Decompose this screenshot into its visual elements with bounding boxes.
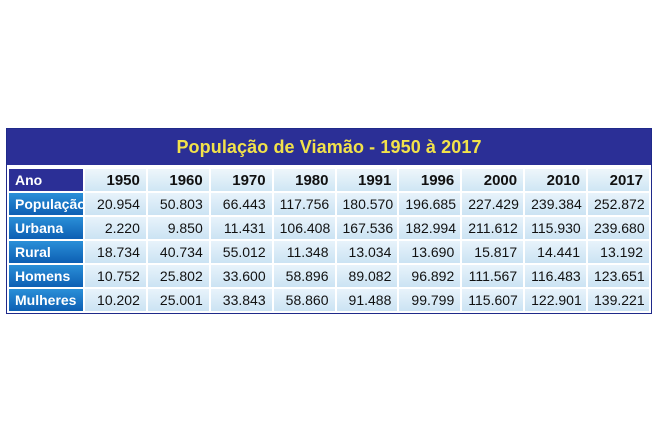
table-cell: 91.488 <box>336 289 398 311</box>
table-cell: 13.192 <box>588 241 649 263</box>
table-cell: 25.802 <box>147 265 209 287</box>
table-cell: 18.734 <box>85 241 146 263</box>
year-header: 1996 <box>399 169 461 191</box>
table-cell: 55.012 <box>210 241 272 263</box>
table-cell: 25.001 <box>147 289 209 311</box>
table-cell: 13.690 <box>399 241 461 263</box>
table-cell: 123.651 <box>588 265 649 287</box>
year-header: 2000 <box>462 169 524 191</box>
table-cell: 9.850 <box>147 217 209 239</box>
table-cell: 117.756 <box>273 193 335 215</box>
table-cell: 227.429 <box>462 193 524 215</box>
table-cell: 10.202 <box>85 289 146 311</box>
table-row: Urbana 2.220 9.850 11.431 106.408 167.53… <box>9 217 649 239</box>
row-label: Rural <box>9 241 83 263</box>
table-title: População de Viamão - 1950 à 2017 <box>176 136 482 157</box>
header-label: Ano <box>9 169 83 191</box>
table-cell: 239.680 <box>588 217 649 239</box>
row-label: População <box>9 193 86 215</box>
table-cell: 11.431 <box>210 217 272 239</box>
table-cell: 58.896 <box>273 265 335 287</box>
table-cell: 252.872 <box>588 193 649 215</box>
table-title-bar: População de Viamão - 1950 à 2017 <box>7 129 651 165</box>
table-row: Mulheres 10.202 25.001 33.843 58.860 91.… <box>9 289 649 311</box>
table-cell: 50.803 <box>147 193 209 215</box>
year-header: 1950 <box>85 169 146 191</box>
table-cell: 58.860 <box>273 289 335 311</box>
table-cell: 99.799 <box>399 289 461 311</box>
population-table: Ano 1950 1960 1970 1980 1991 1996 2000 2… <box>7 167 651 313</box>
table-cell: 111.567 <box>462 265 524 287</box>
year-header: 2017 <box>588 169 649 191</box>
row-label: Urbana <box>9 217 83 239</box>
table-cell: 11.348 <box>273 241 335 263</box>
table-cell: 40.734 <box>147 241 209 263</box>
table-cell: 139.221 <box>588 289 649 311</box>
year-header: 1960 <box>147 169 209 191</box>
table-cell: 122.901 <box>525 289 586 311</box>
table-cell: 182.994 <box>399 217 461 239</box>
table-cell: 116.483 <box>525 265 586 287</box>
year-header: 1980 <box>273 169 335 191</box>
table-cell: 33.600 <box>210 265 272 287</box>
table-cell: 211.612 <box>462 217 524 239</box>
table-cell: 10.752 <box>85 265 146 287</box>
table-cell: 167.536 <box>336 217 398 239</box>
table-cell: 180.570 <box>336 193 398 215</box>
table-cell: 2.220 <box>85 217 146 239</box>
table-cell: 20.954 <box>85 193 146 215</box>
table-cell: 239.384 <box>525 193 586 215</box>
year-header: 1970 <box>210 169 272 191</box>
table-row: População 20.954 50.803 66.443 117.756 1… <box>9 193 649 215</box>
table-cell: 66.443 <box>210 193 272 215</box>
table-cell: 96.892 <box>399 265 461 287</box>
header-row: Ano 1950 1960 1970 1980 1991 1996 2000 2… <box>9 169 649 191</box>
row-label: Mulheres <box>9 289 83 311</box>
table-cell: 115.930 <box>525 217 586 239</box>
table-cell: 13.034 <box>336 241 398 263</box>
table-cell: 33.843 <box>210 289 272 311</box>
population-table-panel: População de Viamão - 1950 à 2017 Ano 19… <box>6 128 652 314</box>
table-row: Rural 18.734 40.734 55.012 11.348 13.034… <box>9 241 649 263</box>
table-row: Homens 10.752 25.802 33.600 58.896 89.08… <box>9 265 649 287</box>
table-cell: 196.685 <box>399 193 461 215</box>
row-label: Homens <box>9 265 83 287</box>
year-header: 1991 <box>336 169 398 191</box>
table-cell: 15.817 <box>462 241 524 263</box>
table-cell: 115.607 <box>462 289 524 311</box>
table-cell: 14.441 <box>525 241 586 263</box>
table-cell: 106.408 <box>273 217 335 239</box>
year-header: 2010 <box>525 169 586 191</box>
table-cell: 89.082 <box>336 265 398 287</box>
